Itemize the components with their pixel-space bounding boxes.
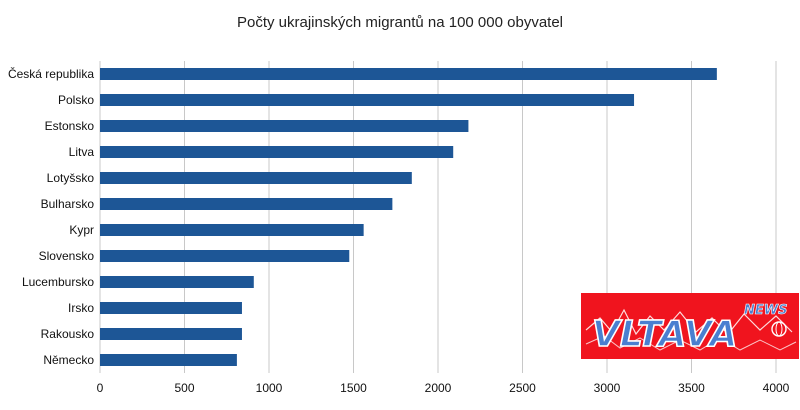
vltava-news-logo: VLTAVA NEWS bbox=[581, 293, 799, 359]
x-tick-labels: 0 500 1000 1500 2000 2500 3000 3500 4000 bbox=[97, 381, 790, 395]
x-tick-label: 0 bbox=[97, 381, 104, 395]
bar bbox=[100, 250, 350, 262]
bar bbox=[100, 354, 237, 366]
bar bbox=[100, 68, 717, 80]
category-label: Litva bbox=[69, 145, 95, 159]
category-label: Polsko bbox=[58, 93, 94, 107]
logo-decoration bbox=[585, 335, 797, 351]
category-label: Lotyšsko bbox=[47, 171, 95, 185]
category-label: Rakousko bbox=[41, 327, 95, 341]
chart-title: Počty ukrajinských migrantů na 100 000 o… bbox=[237, 14, 563, 31]
bar bbox=[100, 276, 254, 288]
category-label: Estonsko bbox=[45, 119, 95, 133]
x-tick-label: 1500 bbox=[340, 381, 367, 395]
grid-lines bbox=[99, 61, 777, 373]
category-label: Slovensko bbox=[39, 249, 95, 263]
bar bbox=[100, 146, 454, 158]
x-tick-label: 500 bbox=[174, 381, 194, 395]
logo-background bbox=[581, 293, 799, 359]
bar bbox=[100, 94, 635, 106]
x-tick-label: 3000 bbox=[594, 381, 621, 395]
x-tick-label: 2000 bbox=[425, 381, 452, 395]
category-label: Bulharsko bbox=[41, 197, 95, 211]
bar bbox=[100, 198, 393, 210]
category-label: Irsko bbox=[68, 301, 94, 315]
category-label: Kypr bbox=[69, 223, 94, 237]
x-tick-label: 2500 bbox=[509, 381, 536, 395]
category-label: Česká republika bbox=[8, 66, 94, 81]
x-tick-label: 4000 bbox=[763, 381, 790, 395]
x-tick-label: 1000 bbox=[256, 381, 283, 395]
logo-decoration bbox=[585, 308, 793, 336]
logo-globe-icon bbox=[775, 321, 783, 337]
bars bbox=[100, 68, 717, 366]
bar bbox=[100, 224, 364, 236]
category-labels: Česká republika Polsko Estonsko Litva Lotyšs… bbox=[8, 66, 94, 367]
category-label: Německo bbox=[43, 353, 94, 367]
bar bbox=[100, 172, 412, 184]
logo-sub-text: NEWS bbox=[744, 303, 787, 318]
bar bbox=[100, 328, 242, 340]
bar bbox=[100, 120, 469, 132]
logo-main-text: VLTAVA bbox=[592, 314, 737, 355]
category-label: Lucembursko bbox=[22, 275, 94, 289]
bar bbox=[100, 302, 242, 314]
x-tick-label: 3500 bbox=[678, 381, 705, 395]
